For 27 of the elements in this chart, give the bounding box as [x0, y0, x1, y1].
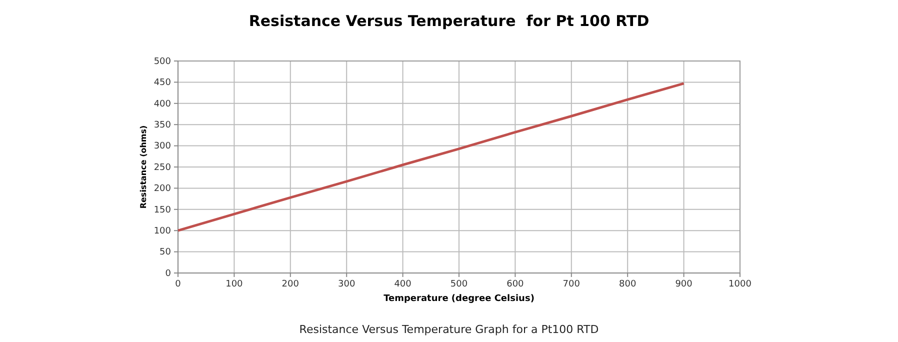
- x-axis-title: Temperature (degree Celsius): [384, 294, 534, 304]
- x-tick-label: 400: [394, 279, 412, 290]
- x-tick-label: 0: [175, 279, 182, 290]
- y-tick-label: 200: [154, 184, 172, 194]
- x-tick-label: 900: [675, 279, 693, 290]
- x-tick-label: 800: [619, 279, 636, 290]
- y-tick-label: 100: [154, 226, 172, 236]
- x-tick-label: 300: [338, 279, 356, 290]
- y-tick-label: 400: [154, 99, 172, 110]
- text: Resistance Versus Temperature Graph for a Pt100 RTD: [299, 323, 599, 336]
- y-tick-label: 450: [154, 78, 172, 88]
- y-tick-label: 300: [154, 142, 172, 152]
- x-tick-label: 700: [562, 279, 580, 290]
- y-tick-label: 0: [165, 268, 172, 279]
- x-tick-label: 200: [282, 279, 300, 290]
- y-tick-label: 500: [154, 56, 172, 67]
- chart-title: Resistance Versus Temperature for Pt 100 RTD: [248, 12, 650, 30]
- y-axis-title: Resistance (ohms): [139, 125, 148, 209]
- y-tick-label: 150: [154, 205, 172, 216]
- y-tick-label: 350: [154, 120, 172, 130]
- x-tick-label: 100: [226, 279, 244, 290]
- x-tick-label: 1000: [728, 279, 752, 290]
- x-tick-label: 500: [450, 279, 468, 290]
- y-tick-label: 250: [154, 162, 172, 173]
- line-series: [176, 82, 686, 232]
- y-tick-label: 50: [160, 248, 172, 258]
- x-tick-label: 600: [506, 279, 524, 290]
